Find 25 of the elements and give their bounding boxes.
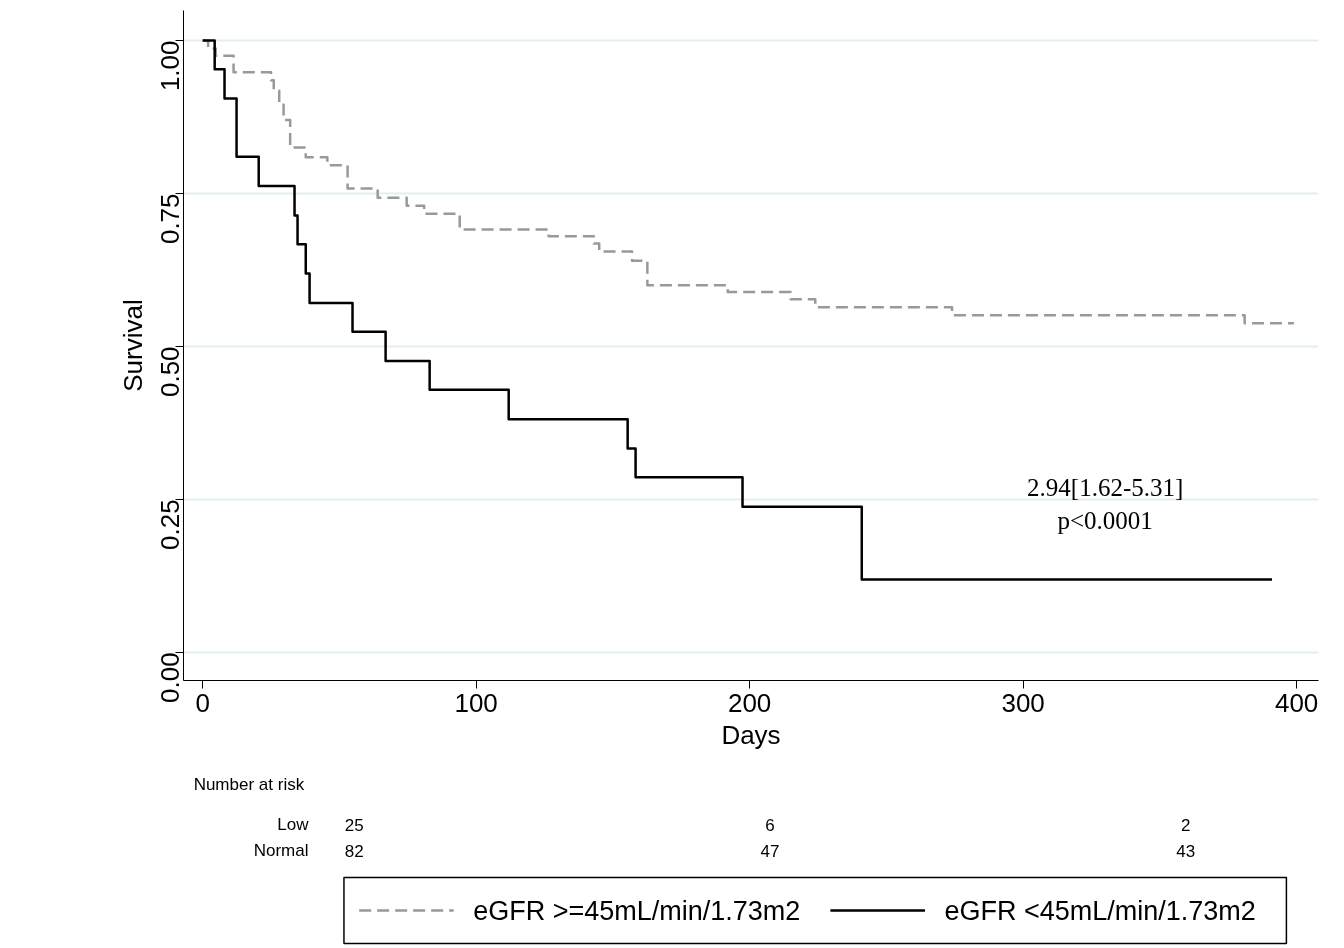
text: 6	[765, 815, 775, 835]
annotation: 2.94[1.62-5.31]	[1027, 473, 1184, 501]
x-axis-title: Days	[721, 719, 781, 750]
legend-label: eGFR <45mL/min/1.73m2	[944, 895, 1256, 926]
x-tick-label: 300	[1001, 687, 1045, 718]
legend-label: eGFR >=45mL/min/1.73m2	[473, 895, 801, 926]
x-tick-label: 0	[195, 687, 210, 718]
annotation: p<0.0001	[1057, 507, 1153, 535]
y-tick-label: 0.25	[155, 499, 186, 550]
text: 25	[344, 815, 364, 835]
y-tick-label: 1.00	[155, 40, 186, 92]
x-tick-label: 100	[454, 687, 498, 718]
text: Low	[277, 815, 310, 834]
y-tick-label: 0.75	[155, 193, 186, 245]
x-tick-label: 400	[1274, 687, 1319, 718]
y-tick-label: 0.50	[155, 346, 186, 398]
text: 82	[344, 841, 364, 861]
x-tick-label: 200	[727, 687, 772, 718]
text: 2	[1180, 815, 1191, 835]
y-axis-title: Survival	[117, 299, 148, 392]
text: 47	[760, 841, 780, 861]
text: 43	[1176, 841, 1196, 861]
text: Normal	[253, 841, 309, 860]
text: Number at risk	[193, 775, 305, 794]
y-tick-label: 0.00	[155, 652, 186, 703]
